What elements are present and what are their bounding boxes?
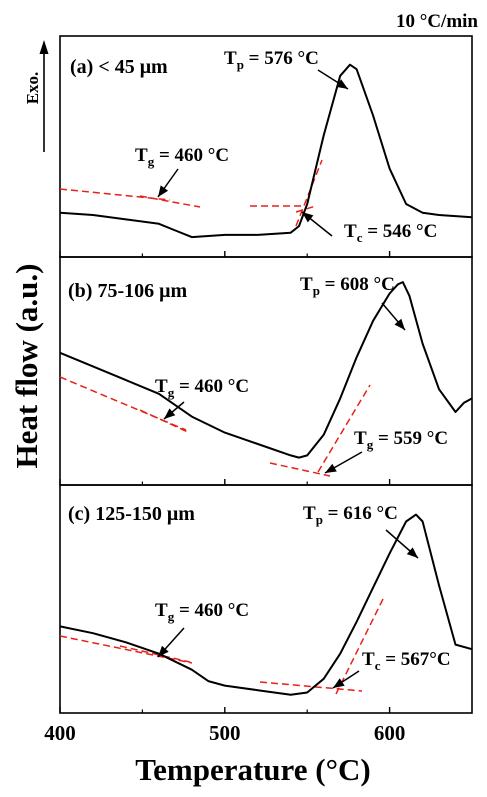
heating-rate-label: 10 °C/min [396, 11, 478, 32]
annotation-arrowhead [336, 79, 348, 89]
x-tick-label: 600 [374, 721, 406, 745]
panel-label: (c) 125-150 μm [68, 503, 195, 525]
annotation-arrowhead [333, 678, 345, 688]
panel-frame [59, 484, 473, 714]
annotation-arrowhead [325, 463, 337, 473]
x-tick-labels: 400 500 600 [44, 721, 405, 745]
panel-label: (a) < 45 μm [70, 56, 168, 78]
annotation-arrowhead [394, 318, 405, 330]
panel-label: (b) 75-106 μm [68, 280, 187, 302]
panel-c: (c) 125-150 μm Tg = 460 °C Tp = 616 °C Tc =… [59, 484, 473, 714]
tangent-line [259, 681, 363, 692]
exo-arrow-head [39, 40, 49, 54]
annotation-arrowhead [158, 645, 169, 657]
dsc-curve [59, 63, 473, 239]
annotation-c: Tc = 546 °C [344, 221, 437, 245]
tangent-line [139, 409, 191, 434]
tangent-line [119, 645, 191, 663]
annotation-g: Tg = 460 °C [135, 145, 229, 169]
exo-label: Exo. [23, 72, 42, 105]
dsc-curve [59, 281, 473, 459]
annotation-p: Tp = 576 °C [224, 48, 319, 72]
annotation-p: Tp = 616 °C [303, 503, 398, 527]
annotation-arrowhead [158, 185, 169, 197]
tangent-line [139, 195, 201, 208]
annotation-g: Tg = 559 °C [354, 428, 448, 452]
x-tick-label: 500 [209, 721, 241, 745]
panel-a: (a) < 45 μm Tg = 460 °C Tp = 576 °C Tc = 54… [59, 35, 473, 258]
annotation-arrowhead [406, 547, 418, 558]
tangent-line [269, 462, 331, 477]
annotation-g: Tg = 460 °C [155, 376, 249, 400]
annotation-g: Tg = 460 °C [155, 600, 249, 624]
y-axis-label: Heat flow (a.u.) [9, 264, 44, 469]
tangent-line [317, 384, 371, 473]
annotation-c: Tc = 567°C [362, 649, 451, 673]
x-tick-label: 400 [44, 721, 76, 745]
tangent-line [295, 205, 317, 213]
x-axis-label: Temperature (°C) [135, 752, 370, 787]
annotation-p: Tp = 608 °C [300, 274, 395, 298]
panel-b: (b) 75-106 μm Tg = 460 °C Tp = 608 °C Tg = … [59, 256, 473, 486]
tangent-line [335, 596, 385, 695]
annotation-arrowhead [302, 212, 314, 223]
annotation-arrowhead [164, 408, 176, 419]
dsc-curve [59, 513, 473, 696]
